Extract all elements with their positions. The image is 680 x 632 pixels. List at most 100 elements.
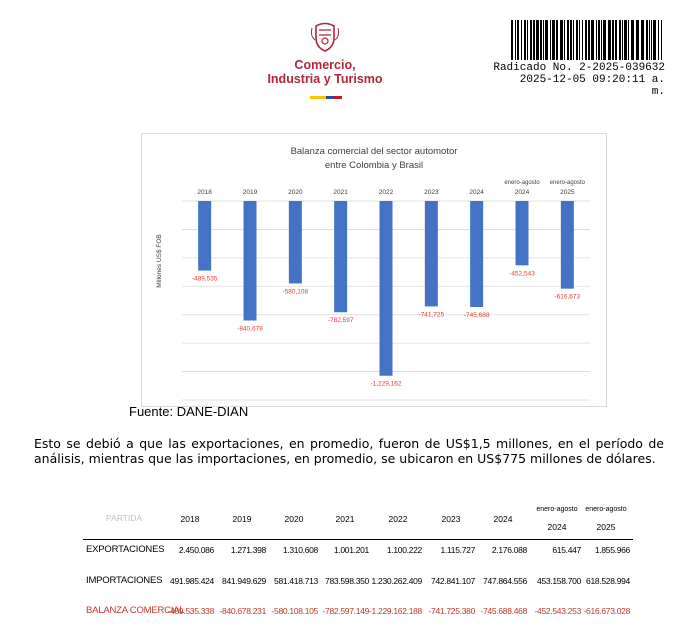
logo-line-1: Comercio, xyxy=(294,58,356,72)
barcode-bar xyxy=(591,20,594,60)
barcode-bar xyxy=(564,20,565,60)
chart-bar xyxy=(424,201,438,307)
chart-card: Balanza comercial del sector automotor en… xyxy=(141,133,607,407)
table-cell: -616.673.028 xyxy=(583,606,631,616)
barcode-bar xyxy=(631,20,634,60)
chart-bar xyxy=(515,201,529,266)
flag-stripe xyxy=(310,96,342,99)
barcode-bar xyxy=(527,20,528,60)
barcode-bar xyxy=(615,20,617,60)
table-column-header: 2019 xyxy=(232,514,252,524)
chart-bar xyxy=(560,201,574,289)
radicado-date: 2025-12-05 09:20:11 a. xyxy=(519,74,665,86)
table-cell: 783.598.350 xyxy=(325,576,369,586)
table-cell: 747.864.556 xyxy=(483,576,527,586)
barcode-bar xyxy=(628,20,629,60)
table-cell: -489.535.338 xyxy=(167,606,215,616)
barcode-bar xyxy=(556,20,558,60)
analysis-paragraph: Esto se debió a que las exportaciones, e… xyxy=(34,436,664,466)
barcode-bar xyxy=(653,20,656,60)
table-cell: -840.678.231 xyxy=(219,606,267,616)
logo-line-2: Industria y Turismo xyxy=(267,72,383,86)
chart-bar xyxy=(334,201,348,313)
table-cell: 2.176.088 xyxy=(491,545,527,555)
category-label: 2025 xyxy=(560,189,575,196)
table-cell: 1.855.966 xyxy=(594,545,630,555)
barcode-bar xyxy=(658,20,659,60)
chart-bar xyxy=(243,201,257,321)
barcode-bar xyxy=(624,20,627,60)
table-cell: 1.115.727 xyxy=(440,545,476,555)
table-cell: 1.271.398 xyxy=(230,545,266,555)
barcode-bar xyxy=(570,20,572,60)
table-cell: 841.949.629 xyxy=(222,576,266,586)
chart-bar xyxy=(470,201,484,307)
barcode-bar xyxy=(649,20,650,60)
barcode-bar xyxy=(651,20,652,60)
data-label: -745,688 xyxy=(464,312,490,319)
data-label: -616,673 xyxy=(554,294,580,301)
barcode-bar xyxy=(585,20,587,60)
table-cell: 618.528.994 xyxy=(586,576,630,586)
barcode-bar xyxy=(579,20,580,60)
radicado-block: Radicado No. 2-2025-039632 2025-12-05 09… xyxy=(480,62,665,98)
table-cell: 1.100.222 xyxy=(386,545,422,555)
table-column-header-year: 2025 xyxy=(596,522,616,532)
data-label: -1,229,162 xyxy=(370,381,401,388)
table-row-label: EXPORTACIONES xyxy=(86,544,165,555)
table-cell: 581.418.713 xyxy=(274,576,318,586)
table-cell: 1.230.262.409 xyxy=(371,576,423,586)
barcode-bar xyxy=(530,20,532,60)
table-cell: -745.688.468 xyxy=(480,606,528,616)
table-column-header: enero-agosto xyxy=(536,506,578,513)
barcode-bar xyxy=(622,20,623,60)
barcode-bar xyxy=(641,20,644,60)
table-column-header-year: 2024 xyxy=(547,522,567,532)
table-column-header: 2022 xyxy=(388,514,408,524)
table-column-header: 2020 xyxy=(284,514,304,524)
chart-bar xyxy=(198,201,212,271)
barcode-bar xyxy=(596,20,597,60)
barcode-bar xyxy=(524,20,526,60)
chart-source: Fuente: DANE-DIAN xyxy=(129,404,249,419)
chart-title-line-1: Balanza comercial del sector automotor xyxy=(291,146,458,157)
table-row-label: IMPORTACIONES xyxy=(86,575,163,586)
coat-of-arms-icon xyxy=(310,22,340,52)
barcode-bar xyxy=(608,20,611,60)
table-cell: -580.108.105 xyxy=(271,606,319,616)
category-label-top: enero-agosto xyxy=(550,180,586,186)
barcode-bar xyxy=(545,20,548,60)
barcode-bar xyxy=(603,20,606,60)
barcode xyxy=(511,20,664,60)
table-column-header: 2021 xyxy=(335,514,355,524)
table-cell: -1.229.162.188 xyxy=(369,606,422,616)
chart-bar xyxy=(379,201,393,376)
ministry-logo: Comercio, Industria y Turismo xyxy=(250,22,400,102)
table-cell: 615.447 xyxy=(552,545,581,555)
barcode-bar xyxy=(543,20,544,60)
table-header-rule xyxy=(83,539,633,540)
barcode-bar xyxy=(511,20,513,60)
data-label: -782,597 xyxy=(328,317,354,324)
barcode-bar xyxy=(661,20,662,60)
table-cell: -741.725.380 xyxy=(428,606,476,616)
barcode-bar xyxy=(521,20,522,60)
table-column-header: 2023 xyxy=(441,514,461,524)
table-cell: 491.985.424 xyxy=(170,576,214,586)
barcode-bar xyxy=(540,20,542,60)
barcode-bar xyxy=(567,20,569,60)
radicado-time-suffix: m. xyxy=(651,86,665,98)
barcode-bar xyxy=(582,20,583,60)
data-label: -489,535 xyxy=(192,276,218,283)
category-label: 2018 xyxy=(197,189,212,196)
category-label: 2021 xyxy=(333,189,348,196)
data-label: -452,543 xyxy=(509,270,535,277)
barcode-bar xyxy=(533,20,535,60)
table-cell: -452.543.253 xyxy=(534,606,582,616)
table-column-header: 2018 xyxy=(180,514,200,524)
barcode-bar xyxy=(612,20,614,60)
barcode-bar xyxy=(550,20,551,60)
table-cell: 1.310.608 xyxy=(282,545,318,555)
category-label: 2023 xyxy=(424,189,439,196)
